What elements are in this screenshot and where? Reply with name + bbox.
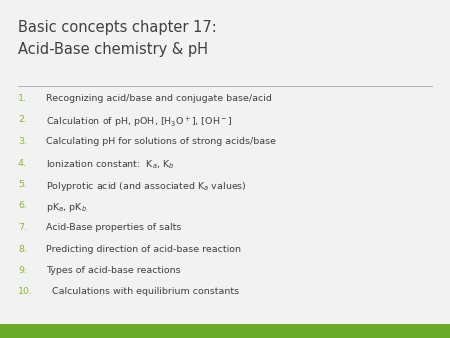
- Text: 3.: 3.: [18, 137, 27, 146]
- Text: 4.: 4.: [18, 159, 27, 168]
- Text: Acid-Base chemistry & pH: Acid-Base chemistry & pH: [18, 42, 208, 57]
- Text: 6.: 6.: [18, 201, 27, 211]
- Text: 2.: 2.: [18, 116, 27, 124]
- Text: Calculation of pH, pOH, [H$_3$O$^+$], [OH$^-$]: Calculation of pH, pOH, [H$_3$O$^+$], [O…: [46, 116, 233, 130]
- Text: 8.: 8.: [18, 244, 27, 254]
- Text: 9.: 9.: [18, 266, 27, 275]
- Text: 5.: 5.: [18, 180, 27, 189]
- FancyBboxPatch shape: [0, 324, 450, 338]
- Text: Ionization constant:  K$_a$, K$_b$: Ionization constant: K$_a$, K$_b$: [46, 159, 175, 171]
- Text: Basic concepts chapter 17:: Basic concepts chapter 17:: [18, 20, 217, 35]
- Text: Polyprotic acid (and associated K$_a$ values): Polyprotic acid (and associated K$_a$ va…: [46, 180, 247, 193]
- Text: Predicting direction of acid-base reaction: Predicting direction of acid-base reacti…: [46, 244, 241, 254]
- Text: Types of acid-base reactions: Types of acid-base reactions: [46, 266, 180, 275]
- Text: 10.: 10.: [18, 288, 33, 296]
- Text: pK$_a$, pK$_b$: pK$_a$, pK$_b$: [46, 201, 87, 215]
- Text: 1.: 1.: [18, 94, 27, 103]
- Text: Calculating pH for solutions of strong acids/base: Calculating pH for solutions of strong a…: [46, 137, 276, 146]
- Text: Acid-Base properties of salts: Acid-Base properties of salts: [46, 223, 181, 232]
- Text: Recognizing acid/base and conjugate base/acid: Recognizing acid/base and conjugate base…: [46, 94, 272, 103]
- Text: 7.: 7.: [18, 223, 27, 232]
- Text: Calculations with equilibrium constants: Calculations with equilibrium constants: [52, 288, 239, 296]
